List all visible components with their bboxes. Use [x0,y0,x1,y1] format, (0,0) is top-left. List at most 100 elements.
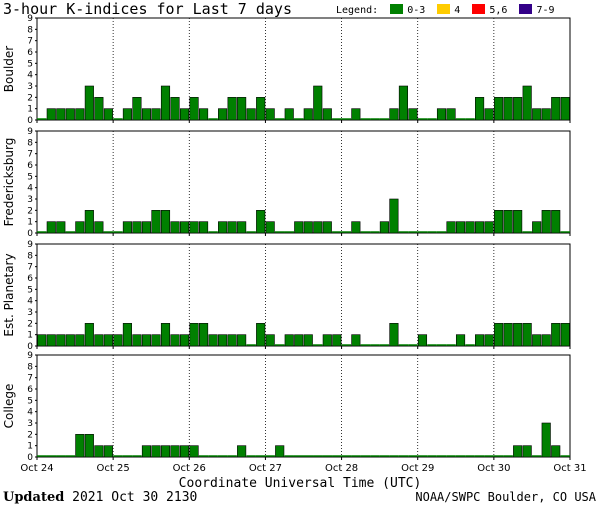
panel-frame [36,243,571,347]
kindex-bar [265,221,275,234]
kindex-bar [436,108,447,121]
kindex-bar [218,334,228,347]
kindex-bar [484,108,494,121]
y-tick-label: 9 [27,351,33,361]
kindex-bar [513,445,523,458]
kindex-bar [132,97,142,121]
x-tick-label: Oct 27 [249,463,282,474]
y-tick-label: 2 [27,430,33,440]
kindex-bar [332,334,342,347]
kindex-bar [284,108,294,121]
y-tick-label: 2 [27,93,33,103]
y-tick-label: 9 [27,240,33,250]
panel-label: Boulder [2,46,16,93]
panel-label: Fredericksburg [2,138,16,227]
kindex-bar [132,334,142,347]
y-tick-label: 7 [27,263,33,273]
kindex-bar [532,221,542,234]
kindex-bar [84,85,94,121]
kindex-bar [141,445,152,458]
kindex-bar [103,108,113,121]
y-tick-label: 0 [27,116,33,126]
kindex-bar [256,323,266,347]
y-tick-label: 4 [27,71,33,81]
kindex-bar [503,323,513,347]
legend-entry-5-6: 5,6 [489,5,508,16]
kindex-bar [246,108,256,121]
kindex-bar [237,334,247,347]
y-tick-label: 2 [27,206,33,216]
kindex-bar [551,445,561,458]
y-tick-label: 7 [27,374,33,384]
legend-entry-7-9: 7-9 [536,5,555,16]
kindex-bar [265,334,275,347]
kindex-bar [56,108,66,121]
kindex-bar [199,323,209,347]
kindex-bar [227,97,237,121]
kindex-bar [170,221,180,234]
kindex-bar [513,210,523,234]
kindex-bar [179,334,190,347]
legend-entry-4: 4 [454,5,461,16]
kindex-bar [151,334,161,347]
kindex-bar [351,334,361,347]
kindex-bar [446,221,456,234]
y-tick-label: 2 [27,319,33,329]
kindex-bar [189,323,199,347]
x-axis-label: Coordinate Universal Time (UTC) [178,476,422,491]
y-tick-label: 4 [27,408,33,418]
y-tick-label: 6 [27,161,33,171]
kindex-bar [179,108,190,121]
kindex-bar [103,445,113,458]
kindex-bar [37,334,47,347]
kindex-bar [541,334,551,347]
kindex-bar [417,334,428,347]
legend-entry-0-3: 0-3 [407,5,426,16]
kindex-bar [237,445,247,458]
kindex-bar [160,323,171,347]
y-tick-label: 5 [27,285,33,295]
kindex-bar [132,221,142,234]
legend-swatch-4 [437,4,451,14]
kindex-bar [265,108,275,121]
kindex-bar [75,221,85,234]
y-tick-label: 8 [27,362,33,372]
kindex-bar [56,334,66,347]
kindex-bar [503,97,513,121]
kindex-bar [94,221,104,234]
kindex-chart: 0123456789Boulder0123456789Fredericksbur… [2,14,587,474]
y-tick-label: 1 [27,442,33,452]
y-tick-label: 0 [27,229,33,239]
kindex-bar [94,334,104,347]
y-tick-label: 7 [27,37,33,47]
kindex-bar [227,334,237,347]
kindex-bar [151,108,161,121]
kindex-bar [189,97,199,121]
y-tick-label: 3 [27,195,33,205]
kindex-bar [455,221,466,234]
panel-frame [36,130,571,234]
kindex-bar [46,221,56,234]
kindex-bar [151,445,161,458]
y-tick-label: 4 [27,184,33,194]
kindex-bar [65,108,75,121]
updated-label: Updated [3,490,65,505]
y-tick-label: 1 [27,105,33,115]
kindex-bar [170,97,180,121]
kindex-bar [351,108,361,121]
y-tick-label: 3 [27,82,33,92]
kindex-bar [532,108,542,121]
kindex-bar [475,334,485,347]
kindex-bar [122,323,132,347]
kindex-bar [160,210,171,234]
kindex-bar [551,323,561,347]
kindex-bar [465,221,475,234]
kindex-bar [56,221,66,234]
kindex-bar [237,221,247,234]
kindex-bar [389,108,399,121]
kindex-bar [513,323,523,347]
kindex-bar [303,221,313,234]
kindex-bar [541,210,551,234]
kindex-bar [494,210,504,234]
kindex-bar [179,221,190,234]
